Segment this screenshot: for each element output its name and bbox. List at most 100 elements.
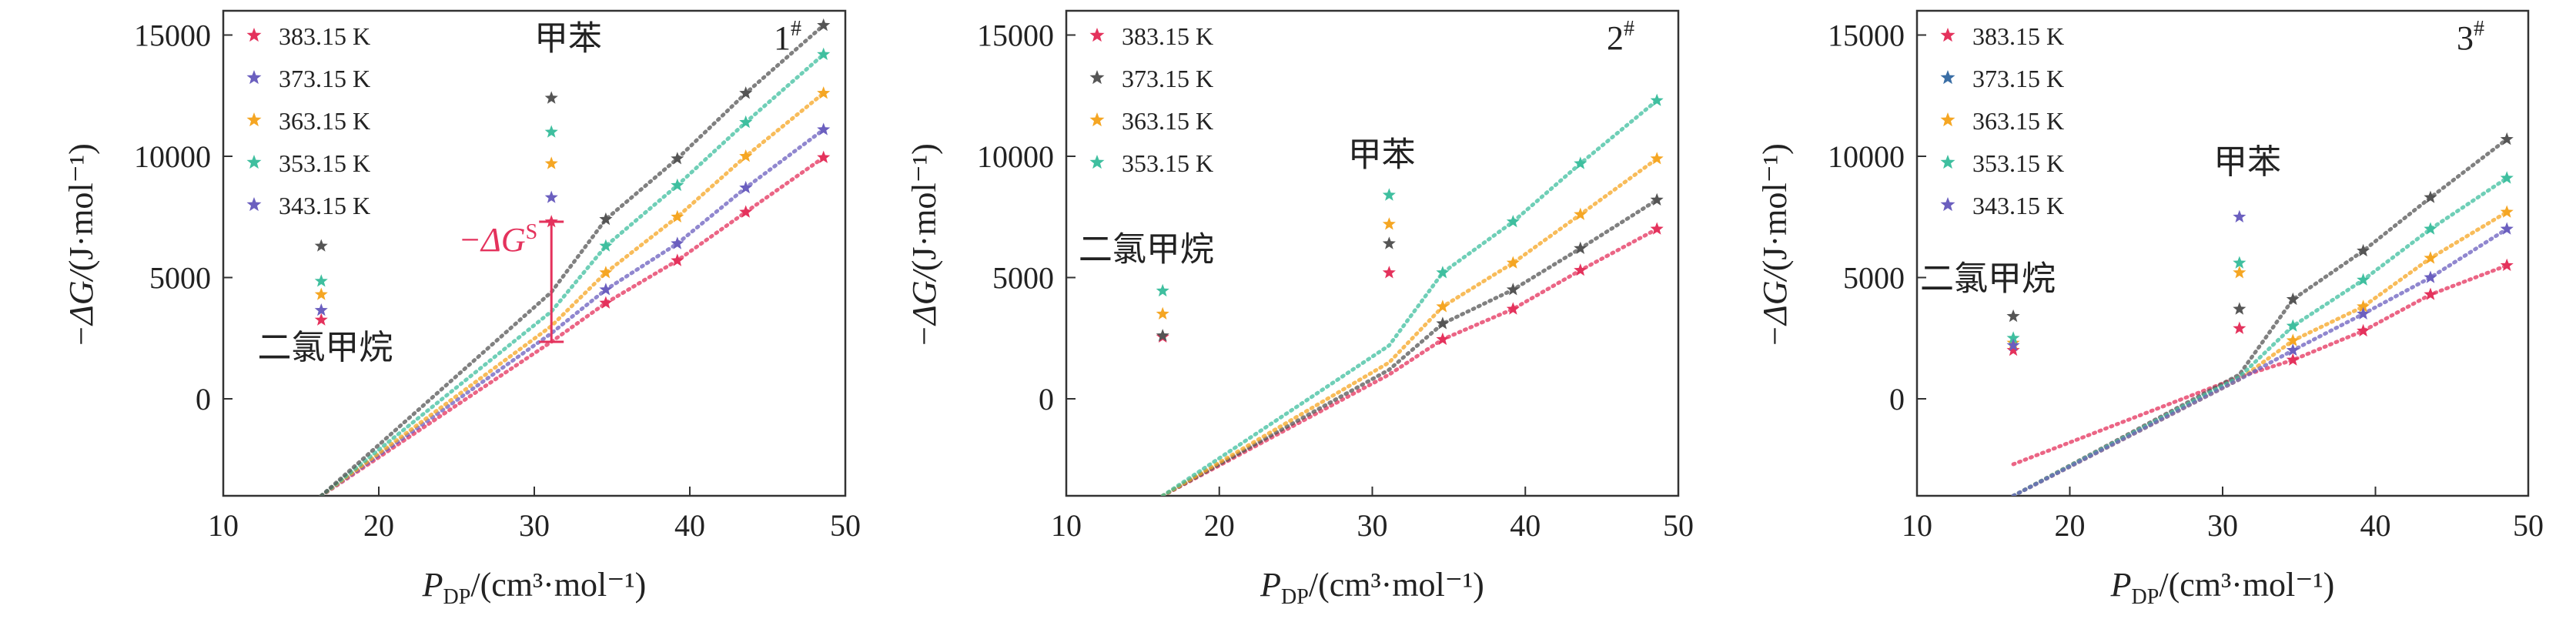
data-point xyxy=(1436,332,1450,346)
legend-label: 343.15 K xyxy=(1972,192,2064,219)
x-tick-label: 20 xyxy=(2055,508,2086,543)
chart-panel-1: 10 20 30 40 50 0 5000 10000 15000 PDP/(cm³·mol⁻¹)… xyxy=(62,9,861,609)
data-point xyxy=(817,18,831,32)
legend-label: 373.15 K xyxy=(279,65,370,92)
annotation-label: 二氯甲烷 xyxy=(1920,259,2056,298)
data-point xyxy=(2357,243,2370,257)
legend-marker xyxy=(1940,197,1955,212)
data-point xyxy=(2500,132,2514,146)
data-point xyxy=(2500,205,2514,218)
data-point xyxy=(2424,222,2437,235)
x-tick-label: 30 xyxy=(1357,508,1388,543)
legend-label: 373.15 K xyxy=(1972,65,2064,92)
legend-marker xyxy=(1940,70,1955,85)
data-point xyxy=(1436,299,1450,313)
x-tick-label: 30 xyxy=(2207,508,2238,543)
data-point xyxy=(314,274,328,287)
data-point xyxy=(2006,343,2020,356)
data-point xyxy=(2006,331,2020,344)
data-point xyxy=(2286,292,2300,306)
y-tick-label: 15000 xyxy=(977,18,1054,53)
data-point xyxy=(2233,321,2246,334)
legend-marker xyxy=(1089,70,1105,85)
y-tick-label: 10000 xyxy=(977,139,1054,174)
fit-line-37315 xyxy=(1160,198,1659,496)
data-point xyxy=(739,180,753,194)
data-point xyxy=(544,156,558,169)
data-point xyxy=(2424,251,2437,264)
data-point xyxy=(2233,256,2246,269)
data-point xyxy=(2286,353,2300,366)
delta-gs-label: −ΔGS xyxy=(458,220,537,259)
data-point xyxy=(1506,215,1520,228)
data-point xyxy=(671,152,684,165)
legend-label: 383.15 K xyxy=(1972,22,2064,50)
legend-label: 373.15 K xyxy=(1122,65,1213,92)
data-point xyxy=(1574,156,1587,169)
x-tick-label: 40 xyxy=(674,508,705,543)
legend-marker xyxy=(246,28,262,42)
y-tick-label: 10000 xyxy=(1828,139,1905,174)
y-axis-title: −ΔG/(J·mol⁻¹) xyxy=(1756,143,1794,347)
data-point xyxy=(2500,222,2514,235)
legend-marker xyxy=(1940,155,1955,169)
x-tick-label: 50 xyxy=(1663,508,1694,543)
legend-marker xyxy=(1089,112,1105,127)
x-tick-label: 20 xyxy=(1204,508,1235,543)
fit-line-35315 xyxy=(319,52,826,496)
data-point xyxy=(1436,266,1450,279)
data-point xyxy=(1156,306,1169,320)
plot-area xyxy=(2006,132,2514,496)
data-point xyxy=(1382,188,1396,201)
legend-marker xyxy=(246,155,262,169)
panel-label: 2# xyxy=(1607,17,1634,57)
data-point xyxy=(2286,343,2300,356)
fit-line-37315 xyxy=(319,127,826,496)
fit-line-35315 xyxy=(1160,99,1659,496)
data-point xyxy=(1574,207,1587,220)
data-point xyxy=(2233,302,2246,315)
x-tick-label: 40 xyxy=(2360,508,2391,543)
panel-label: 1# xyxy=(774,17,801,57)
data-point xyxy=(599,212,613,226)
data-point xyxy=(1650,192,1664,206)
legend-label: 363.15 K xyxy=(1972,107,2064,135)
data-point xyxy=(1506,302,1520,315)
fit-line-36315 xyxy=(319,91,826,496)
y-tick-label: 5000 xyxy=(992,261,1054,296)
data-point xyxy=(2286,319,2300,332)
y-tick-label: 0 xyxy=(1039,382,1054,417)
data-point xyxy=(1650,93,1664,106)
fit-line-36315 xyxy=(1160,156,1659,496)
data-point xyxy=(314,287,328,300)
x-tick-label: 50 xyxy=(830,508,861,543)
x-tick-label: 10 xyxy=(1902,508,1932,543)
legend-label: 343.15 K xyxy=(279,192,370,219)
data-point xyxy=(739,149,753,162)
data-point xyxy=(2006,309,2020,323)
y-axis-title: −ΔG/(J·mol⁻¹) xyxy=(905,143,943,347)
legend-marker xyxy=(1940,112,1955,127)
data-point xyxy=(544,190,558,203)
legend-label: 383.15 K xyxy=(1122,22,1213,50)
legend-label: 353.15 K xyxy=(1122,149,1213,177)
legend-marker xyxy=(1089,155,1105,169)
fit-line-35315 xyxy=(2011,176,2509,496)
y-tick-label: 0 xyxy=(196,382,211,417)
annotation-label: 二氯甲烷 xyxy=(257,328,393,367)
data-point xyxy=(1436,316,1450,330)
data-point xyxy=(1382,217,1396,230)
legend-marker xyxy=(246,197,262,212)
data-point xyxy=(2006,338,2020,351)
plot-area xyxy=(1156,93,1664,496)
annotation-label: 甲苯 xyxy=(1348,136,1416,175)
x-tick-label: 10 xyxy=(208,508,239,543)
data-point xyxy=(599,283,613,296)
x-axis-title: PDP/(cm³·mol⁻¹) xyxy=(422,566,647,609)
data-point xyxy=(817,122,831,136)
annotation-label: 甲苯 xyxy=(534,18,602,58)
x-tick-label: 10 xyxy=(1051,508,1082,543)
data-point xyxy=(1382,266,1396,279)
x-axis-title: PDP/(cm³·mol⁻¹) xyxy=(1260,566,1484,609)
